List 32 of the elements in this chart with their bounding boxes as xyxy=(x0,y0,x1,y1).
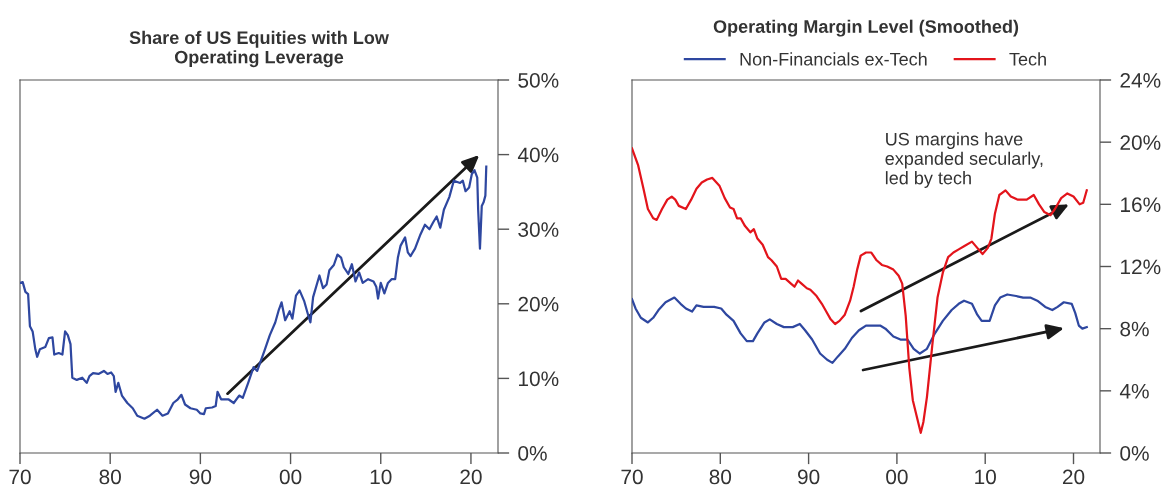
legend-label: Non-Financials ex-Tech xyxy=(740,52,927,66)
x-tick-label: 80 xyxy=(709,469,732,485)
y-tick-label: 8% xyxy=(1120,321,1149,337)
x-tick-label: 20 xyxy=(460,469,482,485)
y-tick-label: 20% xyxy=(1120,135,1161,150)
x-tick-label: 10 xyxy=(975,469,996,485)
y-tick-label: 24% xyxy=(1120,73,1161,88)
x-tick-label: 00 xyxy=(279,469,302,485)
x-tick-label: 90 xyxy=(189,469,212,485)
chart-title: Share of US Equities with Low Operating Leverage xyxy=(129,30,389,68)
annotation: US margins have expanded secularly, led by tech xyxy=(885,132,1043,188)
y-tick-label: 50% xyxy=(518,73,559,88)
x-tick-label: 10 xyxy=(370,469,392,485)
x-tick-label: 00 xyxy=(886,469,908,485)
line-series xyxy=(632,147,1088,434)
x-tick-label: 80 xyxy=(99,469,121,485)
legend-label: Tech xyxy=(1009,52,1046,66)
y-tick-label: 40% xyxy=(517,147,559,163)
y-tick-label: 20% xyxy=(518,296,559,312)
line-series xyxy=(632,293,1088,364)
y-tick-label: 0% xyxy=(518,446,547,461)
y-tick-label: 4% xyxy=(1119,383,1149,399)
x-tick-label: 70 xyxy=(621,469,643,485)
y-tick-label: 30% xyxy=(518,222,559,237)
y-tick-label: 10% xyxy=(519,371,559,387)
y-tick-label: 16% xyxy=(1121,197,1161,213)
y-tick-label: 12% xyxy=(1121,259,1161,275)
chart-title: Operating Margin Level (Smoothed) xyxy=(713,19,1019,37)
x-tick-label: 20 xyxy=(1062,469,1085,485)
x-tick-label: 90 xyxy=(798,469,820,485)
x-tick-label: 70 xyxy=(9,469,31,485)
y-tick-label: 0% xyxy=(1120,446,1149,461)
